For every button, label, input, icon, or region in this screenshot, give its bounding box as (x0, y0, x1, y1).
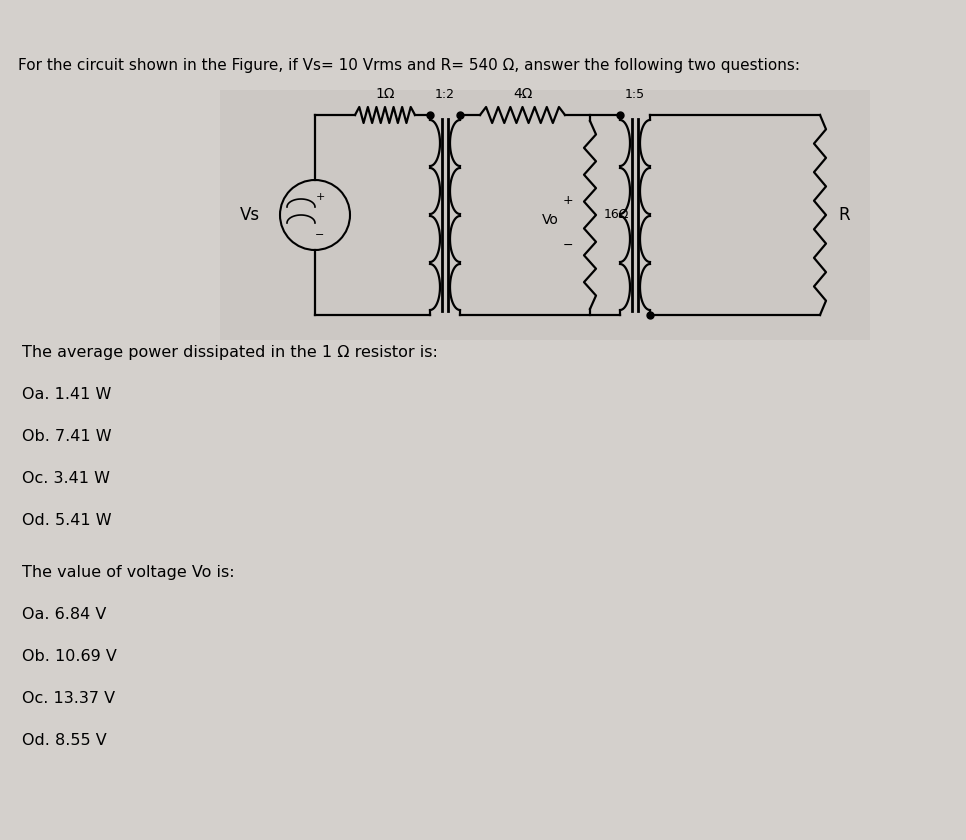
Text: 4Ω: 4Ω (513, 87, 532, 101)
Text: Oa. 1.41 W: Oa. 1.41 W (22, 387, 111, 402)
Text: Vo: Vo (542, 213, 558, 227)
Text: +: + (562, 193, 573, 207)
Text: Od. 5.41 W: Od. 5.41 W (22, 513, 112, 528)
Text: The average power dissipated in the 1 Ω resistor is:: The average power dissipated in the 1 Ω … (22, 345, 438, 360)
Text: +: + (315, 192, 325, 202)
Text: Ob. 10.69 V: Ob. 10.69 V (22, 649, 117, 664)
Text: Oa. 6.84 V: Oa. 6.84 V (22, 607, 106, 622)
FancyBboxPatch shape (220, 90, 870, 340)
Text: The value of voltage Vo is:: The value of voltage Vo is: (22, 565, 235, 580)
Text: Ob. 7.41 W: Ob. 7.41 W (22, 429, 112, 444)
Text: Vs: Vs (240, 206, 260, 224)
Text: 1:5: 1:5 (625, 88, 645, 101)
Text: 1:2: 1:2 (435, 88, 455, 101)
Text: −: − (563, 239, 573, 251)
Text: 1Ω: 1Ω (375, 87, 395, 101)
Text: Oc. 3.41 W: Oc. 3.41 W (22, 471, 110, 486)
Text: For the circuit shown in the Figure, if Vs= 10 Vrms and R= 540 Ω, answer the fol: For the circuit shown in the Figure, if … (18, 58, 800, 73)
Text: 16Ω: 16Ω (604, 208, 630, 222)
Text: Od. 8.55 V: Od. 8.55 V (22, 733, 107, 748)
Text: Oc. 13.37 V: Oc. 13.37 V (22, 691, 115, 706)
Text: −: − (315, 230, 325, 240)
Text: R: R (838, 206, 850, 224)
